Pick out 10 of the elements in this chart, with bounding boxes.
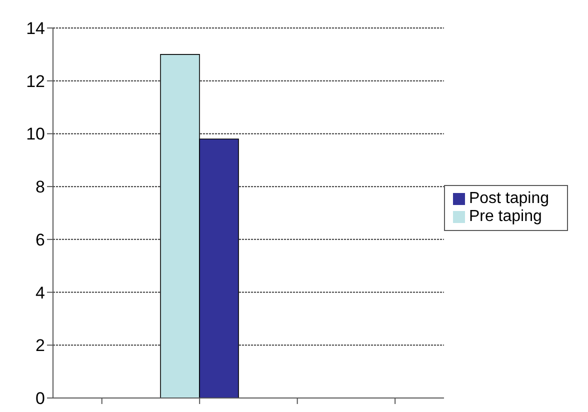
y-tick-label: 2 xyxy=(36,336,45,356)
y-tick-label: 8 xyxy=(36,178,45,197)
legend-label: Pre taping xyxy=(468,208,542,225)
y-tick-label: 4 xyxy=(36,283,45,302)
y-tick-label: 12 xyxy=(26,72,45,91)
y-tick-label: 10 xyxy=(26,124,45,144)
y-tick-label: 6 xyxy=(36,230,45,250)
legend-label: Post taping xyxy=(468,190,549,207)
y-tick-label: 0 xyxy=(36,389,45,408)
y-tick-label: 14 xyxy=(26,19,45,38)
